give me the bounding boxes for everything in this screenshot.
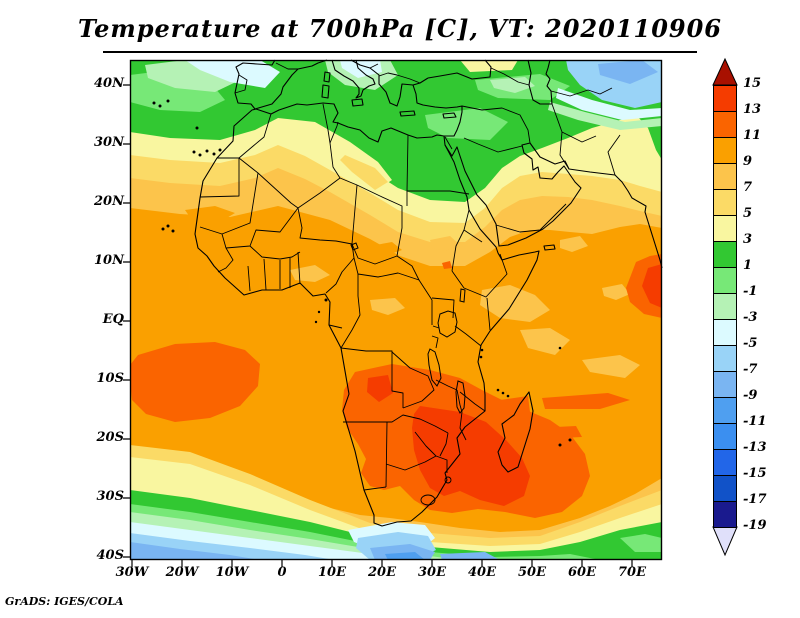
- colorbar-tick-label: -15: [743, 466, 767, 481]
- colorbar-tick-label: 13: [743, 102, 762, 117]
- colorbar-tick-label: -1: [743, 284, 758, 299]
- x-axis-label: 20E: [368, 565, 396, 580]
- x-axis-label: 50E: [518, 565, 546, 580]
- colorbar-tick-label: 15: [743, 76, 762, 91]
- colorbar-cell: [713, 319, 737, 346]
- map-canvas: [123, 59, 663, 567]
- colorbar-tick-label: -7: [743, 362, 758, 377]
- colorbar-cell: [713, 345, 737, 372]
- country-borders: [199, 62, 621, 506]
- x-axis-label: 30W: [115, 565, 149, 580]
- island-dots: [152, 99, 572, 447]
- colorbar-cell: [713, 163, 737, 190]
- page-title: Temperature at 700hPa [C], VT: 202011090…: [77, 14, 723, 43]
- colorbar-tick-label: 11: [743, 128, 762, 143]
- x-axis-label: 30E: [418, 565, 446, 580]
- colorbar-cell: [713, 371, 737, 398]
- colorbar-cell: [713, 475, 737, 502]
- colorbar-up-arrow: [712, 57, 738, 86]
- axis-ticks: [123, 84, 633, 567]
- y-axis-label: EQ: [102, 312, 124, 327]
- colorbar-cell: [713, 397, 737, 424]
- lakes: [350, 242, 466, 414]
- y-axis-label: 30N: [94, 135, 124, 150]
- colorbar-cell: [713, 85, 737, 112]
- colorbar-cell: [713, 189, 737, 216]
- y-axis-label: 40N: [94, 76, 124, 91]
- colorbar-down-arrow: [712, 526, 738, 557]
- colorbar-tick-label: -13: [743, 440, 767, 455]
- x-axis-label: 0: [277, 565, 287, 580]
- x-axis-label: 60E: [568, 565, 596, 580]
- colorbar-cell: [713, 267, 737, 294]
- colorbar-cell: [713, 241, 737, 268]
- x-axis-label: 20W: [165, 565, 199, 580]
- colorbar-tick-label: -3: [743, 310, 758, 325]
- credit-text: GrADS: IGES/COLA: [5, 595, 124, 608]
- colorbar-tick-label: -9: [743, 388, 758, 403]
- y-axis-label: 20S: [96, 430, 124, 445]
- title-underline: [103, 51, 697, 53]
- colorbar-tick-label: 5: [743, 206, 753, 221]
- colorbar-cell: [713, 501, 737, 528]
- map-frame: [129, 59, 663, 561]
- colorbar-cell: [713, 293, 737, 320]
- colorbar-cell: [713, 111, 737, 138]
- colorbar-tick-label: 7: [743, 180, 753, 195]
- colorbar-tick-label: -11: [743, 414, 767, 429]
- colorbar-tick-label: -17: [743, 492, 767, 507]
- colorbar-cell: [713, 137, 737, 164]
- temperature-field: [130, 60, 662, 560]
- coastlines: [194, 59, 663, 527]
- y-axis-label: 10N: [94, 253, 124, 268]
- colorbar-cell: [713, 449, 737, 476]
- colorbar-tick-label: 1: [743, 258, 753, 273]
- colorbar-tick-label: -19: [743, 518, 767, 533]
- y-axis-label: 20N: [94, 194, 124, 209]
- colorbar-tick-label: 9: [743, 154, 753, 169]
- x-axis-label: 10W: [215, 565, 249, 580]
- colorbar-cell: [713, 215, 737, 242]
- y-axis-label: 10S: [96, 371, 124, 386]
- colorbar-tick-label: -5: [743, 336, 758, 351]
- colorbar-cell: [713, 423, 737, 450]
- x-axis-label: 10E: [318, 565, 346, 580]
- y-axis-label: 40S: [96, 548, 124, 563]
- x-axis-label: 40E: [468, 565, 496, 580]
- y-axis-label: 30S: [96, 489, 124, 504]
- colorbar-tick-label: 3: [743, 232, 753, 247]
- x-axis-label: 70E: [618, 565, 646, 580]
